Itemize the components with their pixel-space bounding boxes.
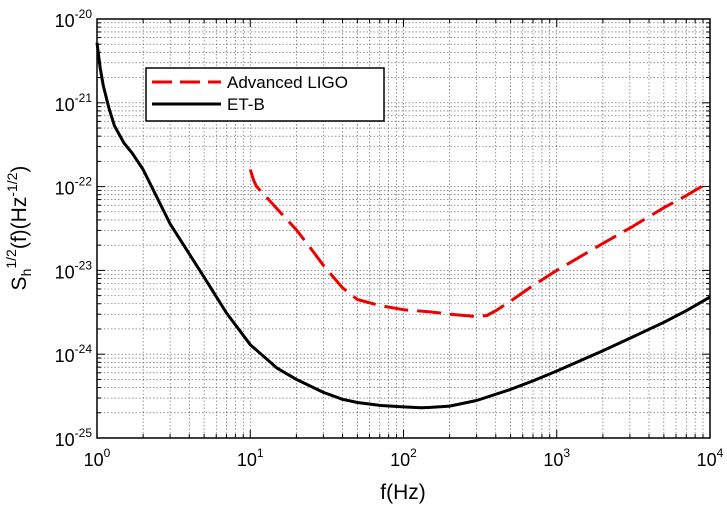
legend-box [145, 67, 385, 122]
y-label-sub: h [18, 269, 34, 277]
y-label-sup1: 1/2 [3, 249, 19, 269]
y-tick-label: 10-24 [55, 342, 93, 366]
svg-text:Sh1/2(f)(Hz-1/2): Sh1/2(f)(Hz-1/2) [3, 166, 34, 291]
series-line-et-b [95, 42, 711, 410]
ticks [96, 19, 710, 439]
series-line-advanced-ligo [248, 169, 711, 319]
y-tick-label: 10-25 [55, 426, 93, 450]
x-axis-label: f(Hz) [380, 481, 426, 504]
legend-label-advanced-ligo: Advanced LIGO [227, 73, 348, 92]
y-label-base: S [8, 276, 31, 290]
x-tick-label: 102 [390, 446, 417, 470]
x-tick-label: 101 [237, 446, 264, 470]
y-tick-label: 10-21 [55, 91, 93, 115]
x-tick-label: 103 [543, 446, 570, 470]
y-label-mid: (f)(Hz [8, 197, 31, 249]
y-label-sup2: -1/2 [4, 172, 20, 196]
x-tick-label: 100 [84, 446, 111, 470]
y-tick-label: 10-20 [55, 7, 93, 31]
legend: Advanced LIGO ET-B [145, 67, 385, 122]
y-label-end: ) [8, 166, 31, 173]
series-layer [95, 42, 711, 410]
x-tick-label: 104 [697, 446, 724, 470]
y-tick-label: 10-23 [55, 258, 93, 282]
legend-label-et-b: ET-B [227, 95, 265, 114]
y-axis-label: Sh1/2(f)(Hz-1/2) [3, 166, 34, 291]
tick-labels: 100 101 102 103 104 10-25 10-24 10-23 10-22 10-21… [55, 7, 724, 470]
y-tick-label: 10-22 [55, 175, 93, 199]
